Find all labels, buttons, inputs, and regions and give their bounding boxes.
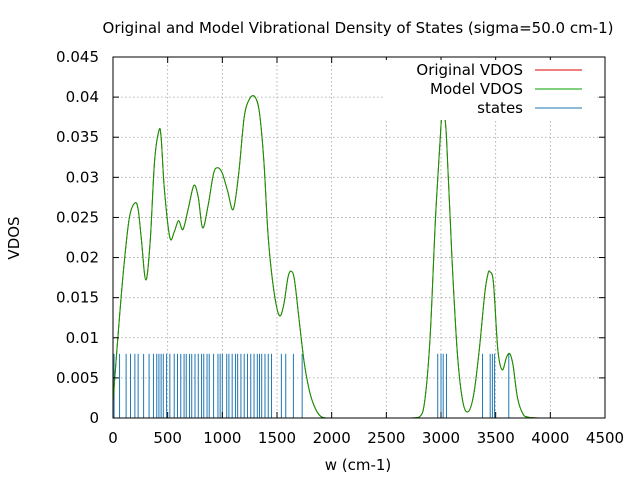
ticks: 0 500 1000 1500 2000 2500 3000 3500 4000 4500 0 0.0… — [56, 48, 624, 447]
x-tick-label: 1500 — [258, 429, 296, 447]
x-tick-label: 500 — [153, 429, 182, 447]
y-tick-label: 0.01 — [66, 329, 99, 347]
x-tick-label: 0 — [108, 429, 118, 447]
y-tick-label: 0.035 — [56, 128, 99, 146]
x-axis-label: w (cm-1) — [325, 456, 392, 474]
legend-label-model: Model VDOS — [430, 80, 523, 98]
series-original-vdos — [112, 95, 584, 419]
legend-label-original: Original VDOS — [416, 61, 523, 79]
y-tick-label: 0.04 — [66, 88, 99, 106]
y-tick-label: 0.03 — [66, 168, 99, 186]
y-tick-label: 0.045 — [56, 48, 99, 66]
chart-title: Original and Model Vibrational Density o… — [103, 19, 614, 37]
x-tick-label: 3500 — [477, 429, 515, 447]
y-tick-label: 0.02 — [66, 249, 99, 267]
y-tick-label: 0 — [89, 409, 99, 427]
series-model-vdos — [112, 95, 584, 419]
y-axis-label: VDOS — [5, 216, 23, 259]
y-tick-label: 0.025 — [56, 208, 99, 226]
y-tick-label: 0.005 — [56, 369, 99, 387]
x-tick-label: 2500 — [367, 429, 405, 447]
x-tick-label: 3000 — [422, 429, 460, 447]
legend-label-states: states — [477, 99, 523, 117]
plot-series — [112, 95, 584, 419]
y-tick-label: 0.015 — [56, 289, 99, 307]
x-tick-label: 4000 — [531, 429, 569, 447]
x-tick-label: 4500 — [586, 429, 624, 447]
x-tick-label: 2000 — [313, 429, 351, 447]
x-tick-label: 1000 — [203, 429, 241, 447]
legend: Original VDOS Model VDOS states — [384, 60, 594, 120]
plot-frame — [112, 56, 606, 419]
